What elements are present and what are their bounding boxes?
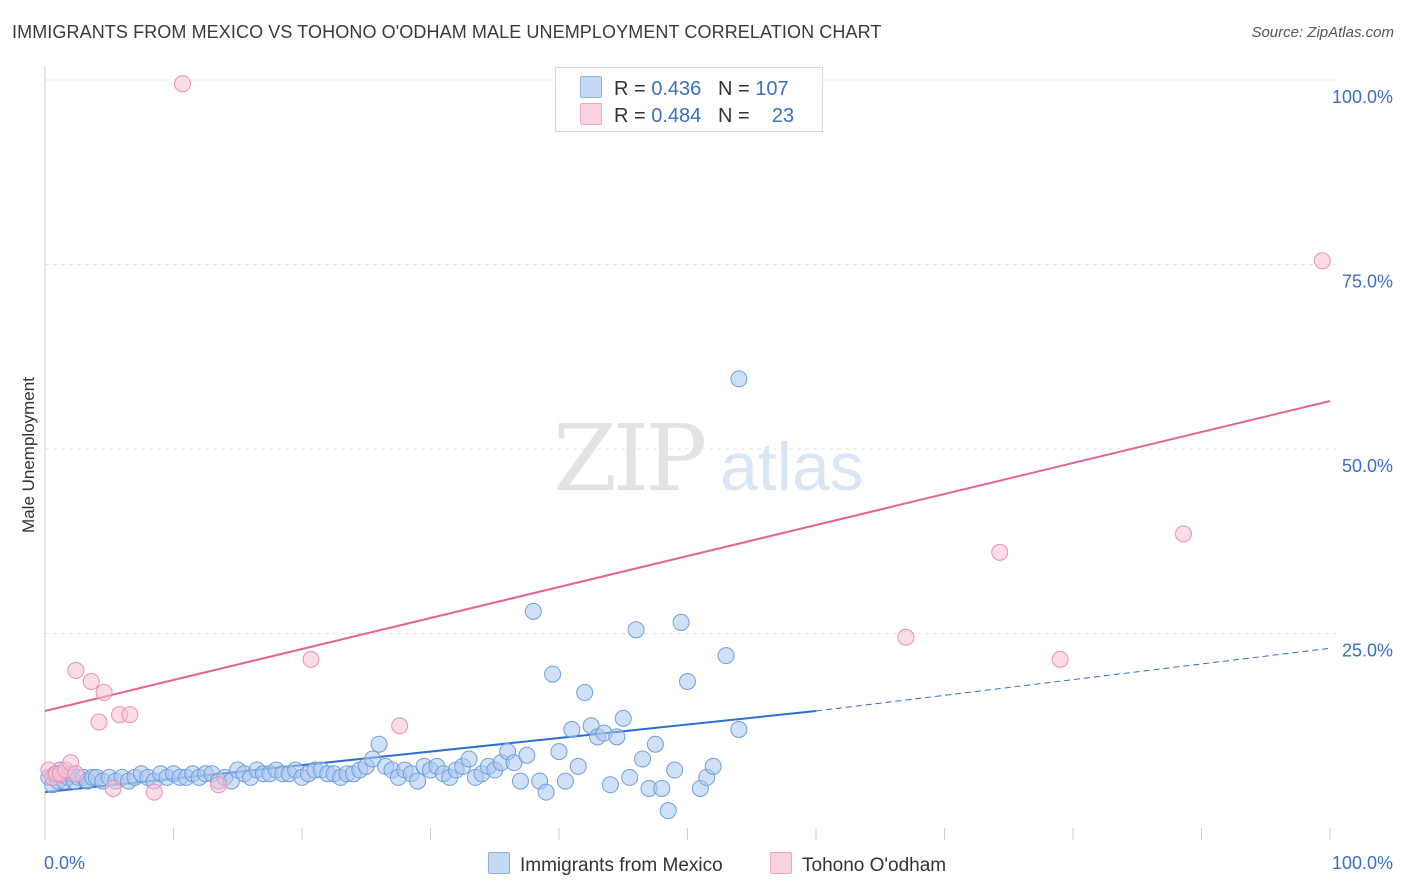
bottom-legend-mexico: Immigrants from Mexico [488,852,723,876]
chart-title: IMMIGRANTS FROM MEXICO VS TOHONO O'ODHAM… [12,22,882,42]
point-0-108 [704,757,722,775]
point-1-18 [391,717,409,735]
y-tick-label-50: 50.0% [1342,456,1393,476]
point-1-16 [209,776,227,794]
watermark: ZIP atlas [553,405,864,512]
point-0-105 [679,672,696,690]
point-0-109 [717,647,735,665]
point-0-93 [601,776,619,794]
bottom-legend-label-tohono: Tohono O'odham [802,855,947,876]
watermark-atlas: atlas [720,429,864,505]
legend-n-label: N = [717,78,756,100]
bottom-legend-tohono: Tohono O'odham [770,852,946,876]
point-0-63 [409,772,427,790]
chart-source: Source: ZipAtlas.com [1251,24,1394,41]
legend-swatch-tohono [580,103,602,125]
trend-line-extension-0 [815,647,1331,712]
tick-labels: 100.0% 75.0% 50.0% 25.0% 0.0% 100.0% [44,87,1393,873]
point-0-71 [460,750,478,768]
y-tick-label-25: 25.0% [1342,641,1393,661]
axes [44,66,1331,840]
point-0-78 [505,754,523,772]
point-1-6 [67,765,85,783]
point-0-56 [364,750,382,768]
point-1-11 [104,779,122,797]
point-0-80 [518,746,536,764]
legend-row-mexico: R = 0.436 N = 107 [580,76,789,102]
point-0-103 [666,761,684,779]
point-0-79 [511,772,529,790]
legend-row-tohono: R = 0.484 N = 23 [580,103,794,129]
correlation-legend: R = 0.436 N = 107 R = 0.484 N = 23 [555,67,823,132]
point-0-96 [621,768,639,786]
point-0-102 [659,802,677,820]
y-tick-label-100: 100.0% [1332,87,1393,107]
point-0-88 [569,757,587,775]
point-1-10 [95,684,113,702]
point-0-97 [627,621,645,639]
legend-n-value-tohono: 23 [771,105,795,127]
x-tick-label-min: 0.0% [44,853,85,873]
point-0-101 [653,779,671,797]
point-0-87 [563,720,581,738]
legend-r-value-mexico: 0.436 [651,78,702,100]
legend-swatch-mexico [580,76,602,98]
point-0-94 [608,728,626,746]
legend-r-label: R = [614,105,652,127]
x-tick-label-max: 100.0% [1332,853,1393,873]
point-0-98 [634,750,652,768]
legend-r-label: R = [614,78,652,100]
point-1-15 [173,75,191,93]
point-0-110 [730,720,748,738]
point-0-57 [370,735,388,753]
data-points [40,75,1331,820]
point-0-104 [672,613,690,631]
point-0-111 [730,370,748,388]
legend-n-value-mexico: 107 [755,78,789,100]
point-0-86 [556,772,574,790]
point-0-83 [537,783,555,801]
bottom-legend-swatch-mexico [488,852,510,874]
point-1-22 [1175,525,1193,543]
point-1-20 [991,543,1009,561]
point-1-13 [121,706,139,724]
legend-r-value-tohono: 0.484 [651,105,702,127]
point-0-84 [544,665,562,683]
point-1-9 [90,713,108,731]
legend-n-label: N = [717,105,756,127]
trend-line-1 [44,400,1331,712]
point-0-81 [524,602,542,620]
point-1-7 [67,661,85,679]
point-1-23 [1313,252,1331,270]
point-0-85 [550,743,568,761]
point-1-19 [897,628,915,646]
point-1-17 [302,650,320,668]
point-1-14 [145,783,163,801]
point-0-100 [646,735,664,753]
y-axis-label: Male Unemployment [19,377,38,533]
bottom-legend-swatch-tohono [770,852,792,874]
point-0-89 [576,684,594,702]
y-tick-label-75: 75.0% [1342,272,1393,292]
bottom-legend-label-mexico: Immigrants from Mexico [520,855,723,876]
point-1-8 [82,672,100,690]
watermark-zip: ZIP [553,405,704,512]
point-0-95 [614,709,632,727]
grid-lines [45,79,1340,634]
point-1-21 [1051,650,1069,668]
